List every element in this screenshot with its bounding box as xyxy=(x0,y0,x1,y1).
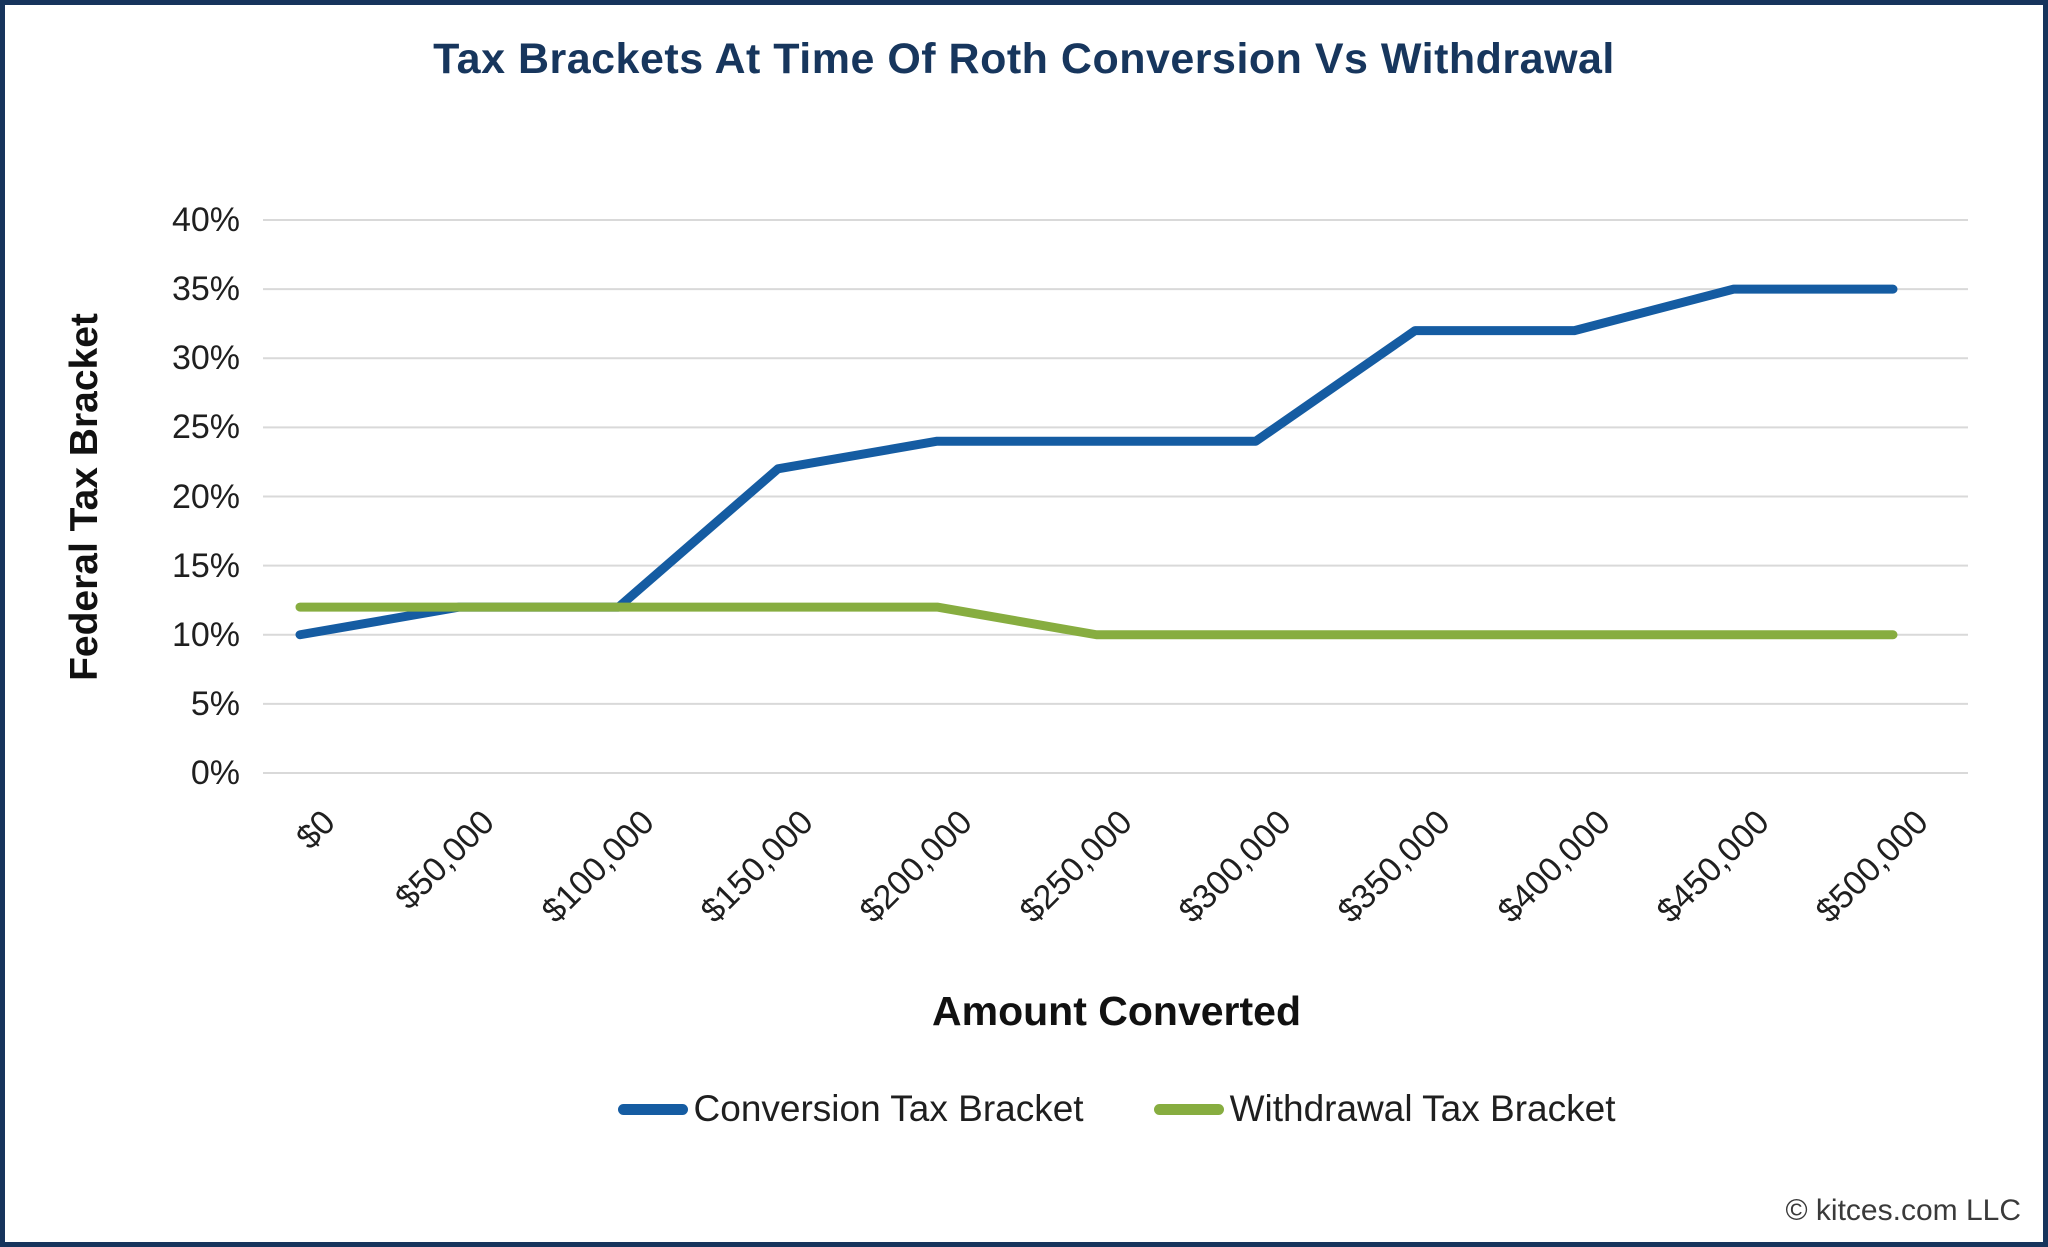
copyright-notice: © kitces.com LLC xyxy=(1785,1194,2021,1227)
legend-label: Withdrawal Tax Bracket xyxy=(1229,1088,1616,1129)
chart-title: Tax Brackets At Time Of Roth Conversion … xyxy=(433,35,1615,83)
y-tick-label: 40% xyxy=(171,201,240,239)
y-tick-label: 0% xyxy=(190,754,240,792)
plot-area xyxy=(263,219,1968,774)
y-tick-label: 15% xyxy=(171,546,240,585)
x-axis-title: Amount Converted xyxy=(932,988,1301,1034)
conversion-tax-bracket-line xyxy=(295,284,1898,640)
legend-swatch xyxy=(617,1103,688,1115)
legend: Conversion Tax Bracket Withdrawal Tax Bra… xyxy=(265,1088,1968,1130)
y-tick-label: 30% xyxy=(171,339,240,378)
withdrawal-tax-bracket-line xyxy=(295,602,1898,640)
legend-item: Withdrawal Tax Bracket xyxy=(1153,1088,1616,1130)
legend-item: Conversion Tax Bracket xyxy=(617,1088,1084,1130)
y-tick-label: 10% xyxy=(171,615,240,654)
legend-swatch xyxy=(1153,1103,1224,1115)
y-tick-label: 25% xyxy=(171,408,240,447)
legend-label: Conversion Tax Bracket xyxy=(693,1088,1084,1129)
y-tick-label: 35% xyxy=(171,270,240,309)
y-tick-label: 5% xyxy=(190,684,240,723)
y-tick-label: 20% xyxy=(171,477,240,516)
